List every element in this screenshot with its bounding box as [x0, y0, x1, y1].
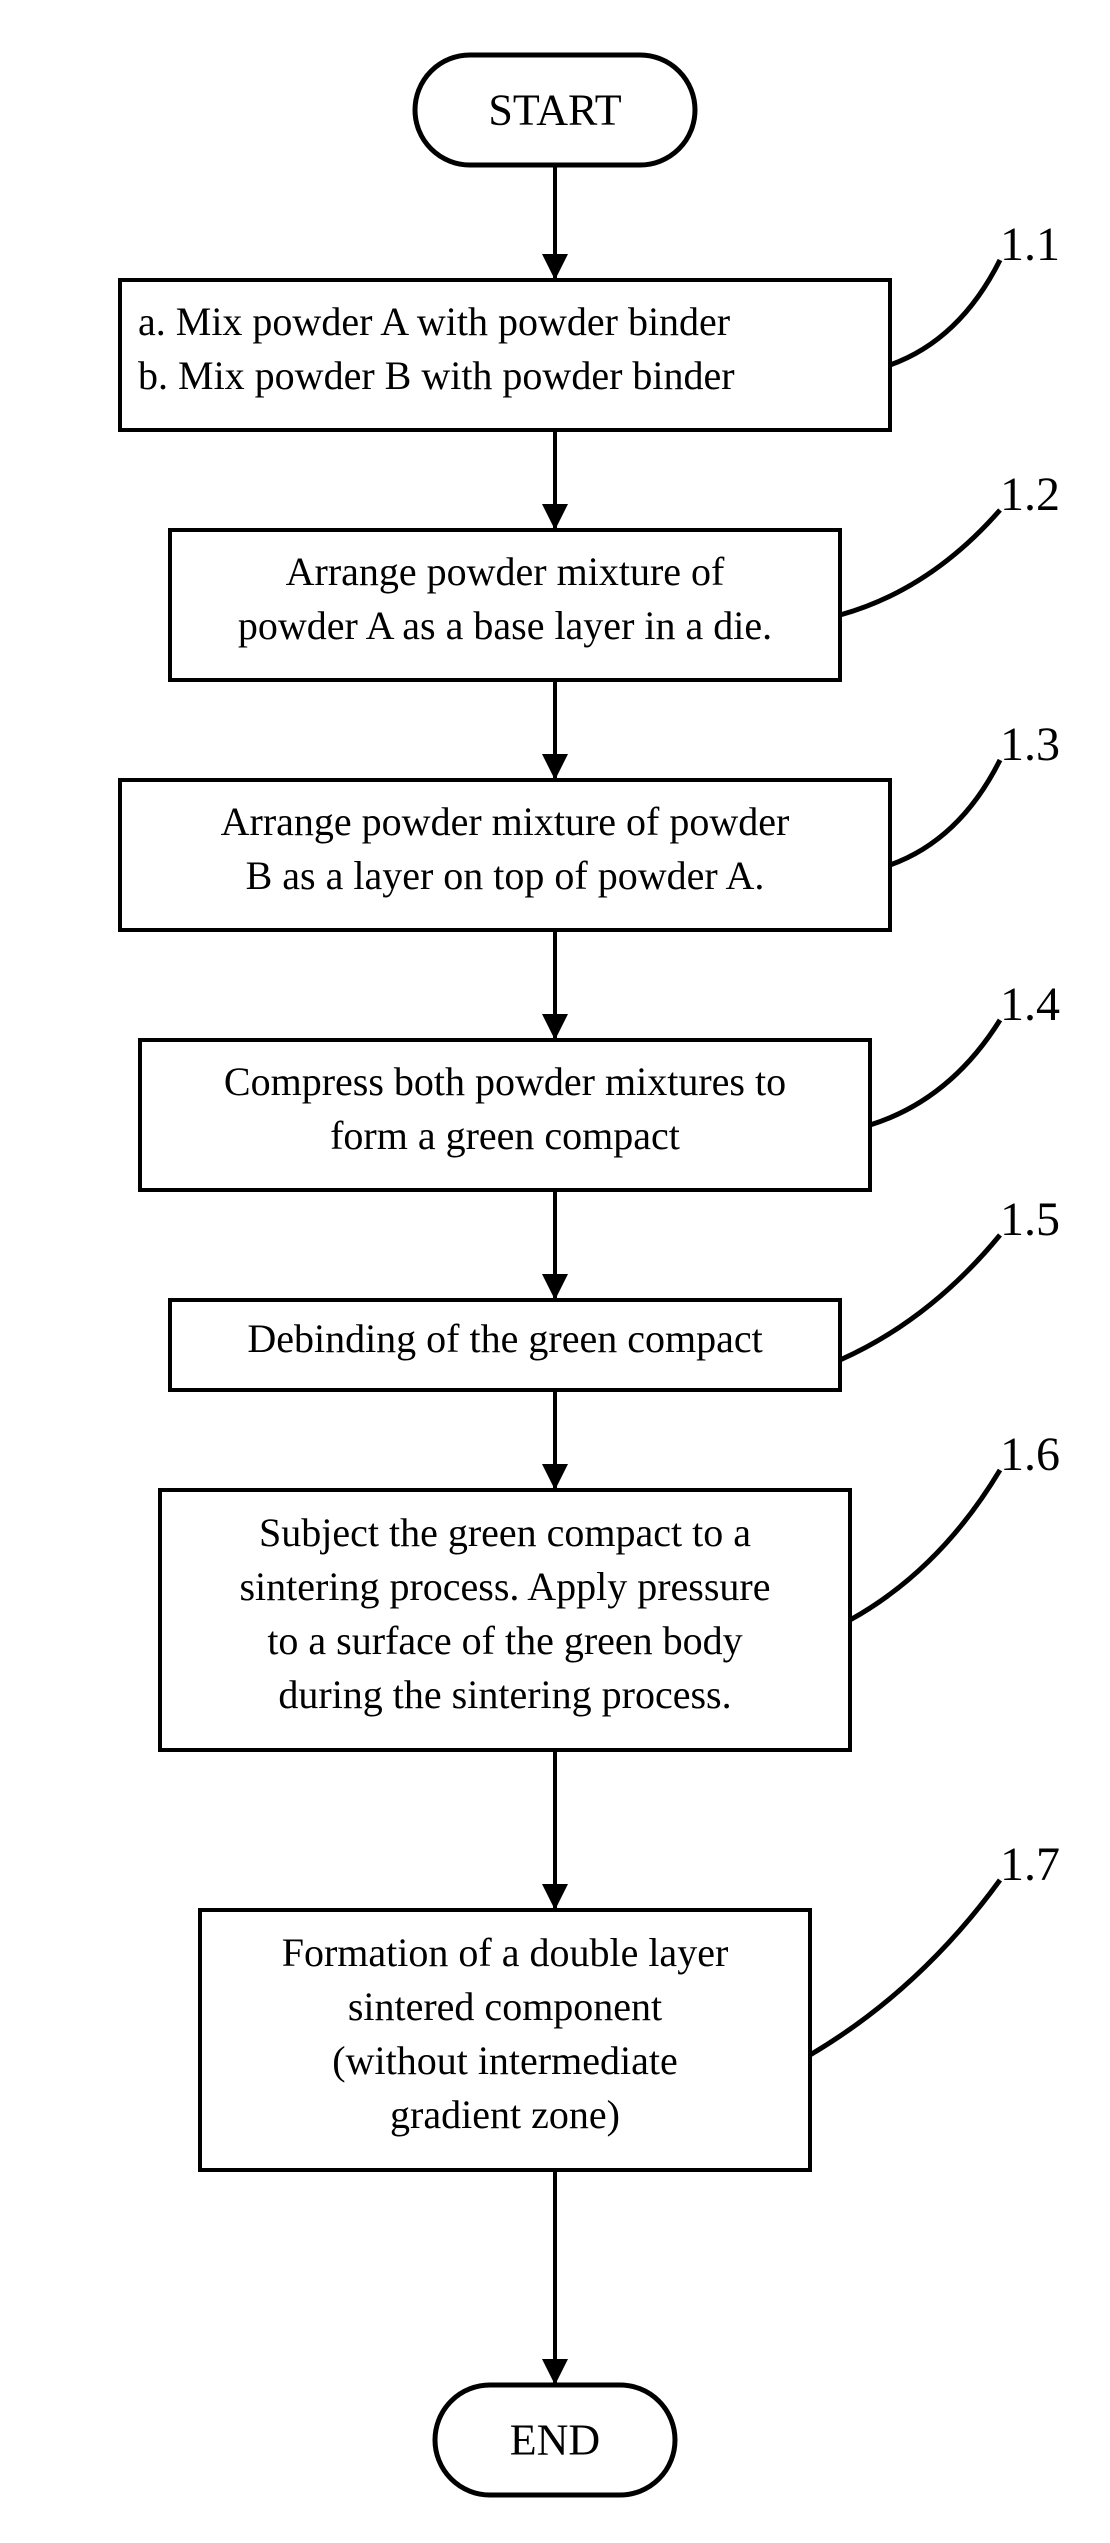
process-box-1.4-line-0: Compress both powder mixtures to: [224, 1059, 786, 1104]
start-terminator-label: START: [488, 86, 621, 135]
process-box-1.5-line-0: Debinding of the green compact: [247, 1316, 762, 1361]
process-box-1.1-line-0: a. Mix powder A with powder binder: [138, 299, 730, 344]
flowchart-diagram: START END a. Mix powder A with powder bind…: [0, 0, 1110, 2543]
step-label-1.3: 1.3: [1000, 718, 1060, 771]
process-box-1.6-line-3: during the sintering process.: [278, 1672, 731, 1717]
process-box-1.7-line-1: sintered component: [348, 1984, 662, 2029]
process-box-1.7-line-2: (without intermediate: [332, 2038, 677, 2083]
process-box-1.6-line-1: sintering process. Apply pressure: [239, 1564, 770, 1609]
process-box-1.4-line-1: form a green compact: [330, 1113, 680, 1158]
end-terminator-label: END: [510, 2416, 600, 2465]
step-label-1.2: 1.2: [1000, 468, 1060, 521]
process-box-1.6-line-2: to a surface of the green body: [267, 1618, 742, 1663]
step-label-1.6: 1.6: [1000, 1428, 1060, 1481]
step-label-1.5: 1.5: [1000, 1193, 1060, 1246]
process-box-1.7-line-0: Formation of a double layer: [282, 1930, 729, 1975]
step-label-1.7: 1.7: [1000, 1838, 1060, 1891]
step-label-1.4: 1.4: [1000, 978, 1060, 1031]
process-box-1.2-line-0: Arrange powder mixture of: [286, 549, 725, 594]
process-box-1.3-line-1: B as a layer on top of powder A.: [246, 853, 765, 898]
process-box-1.1-line-1: b. Mix powder B with powder binder: [138, 353, 735, 398]
process-box-1.6-line-0: Subject the green compact to a: [259, 1510, 751, 1555]
process-box-1.7-line-3: gradient zone): [390, 2092, 620, 2137]
process-box-1.3-line-0: Arrange powder mixture of powder: [221, 799, 790, 844]
step-label-1.1: 1.1: [1000, 218, 1060, 271]
process-box-1.2-line-1: powder A as a base layer in a die.: [238, 603, 772, 648]
